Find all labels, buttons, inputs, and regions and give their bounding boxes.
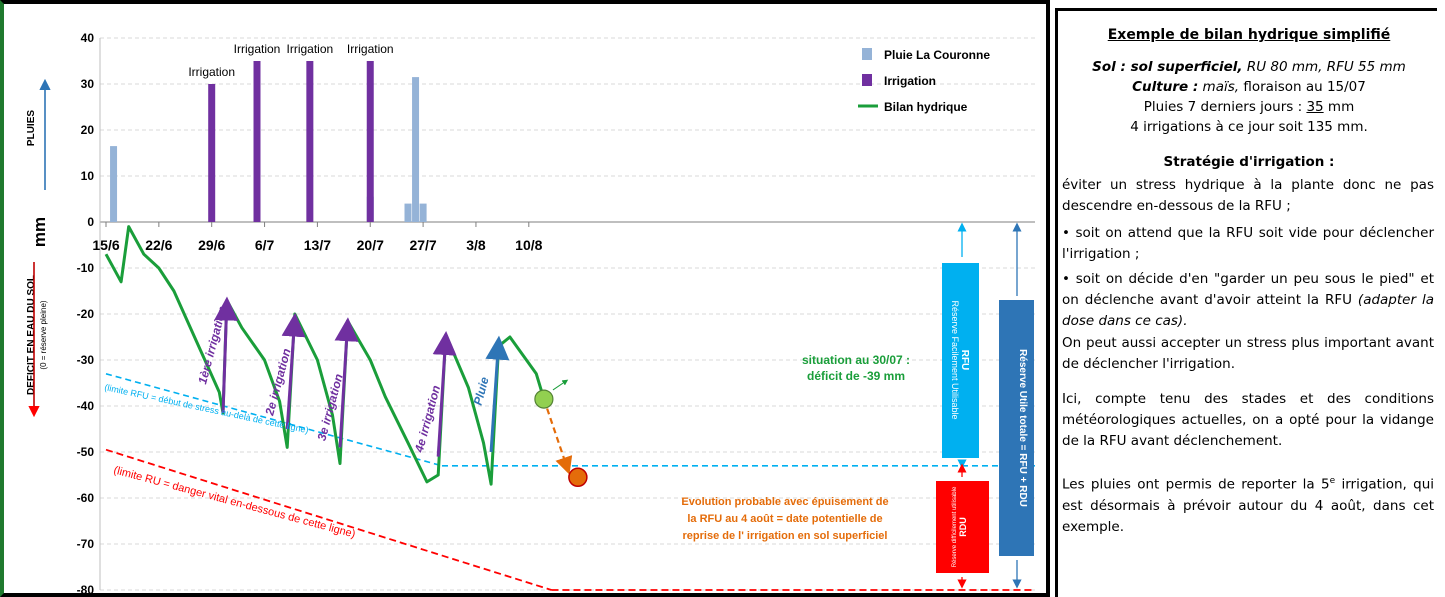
y-tick-label: 30: [81, 77, 95, 91]
y-tick-label: -50: [77, 445, 95, 459]
ru-limit-line: [105, 448, 552, 591]
x-tick-label: 29/6: [198, 237, 225, 253]
irrigation-bar: [208, 84, 216, 222]
postpone-a: Les pluies ont permis de reporter la 5: [1062, 476, 1330, 493]
ru-box: [999, 300, 1034, 556]
legend-swatch: [862, 48, 872, 60]
chart-frame: [0, 0, 1050, 597]
y-tick-label: 20: [81, 123, 95, 137]
y-tick-label: -80: [77, 583, 95, 597]
evolution-label: Evolution probable avec épuisement de: [681, 496, 888, 508]
rain-bar: [404, 203, 412, 222]
panel-title: Exemple de bilan hydrique simplifié: [1107, 27, 1391, 43]
projected-marker: [568, 467, 588, 488]
rdu-box: [936, 481, 989, 573]
y-tick-label: -40: [77, 399, 95, 413]
y-tick-label: -60: [77, 491, 95, 505]
irrigation-jump-arrow: [281, 312, 306, 430]
irrigation-bar-label: Irrigation: [234, 42, 281, 56]
strategy-bullet-1: • soit on attend que la RFU soit vide po…: [1062, 225, 1434, 262]
irrigation-bar: [366, 61, 374, 222]
water-balance-chart: 40 30 20 10 0 -10 -20 -30 -40 -50 -60 -70 -80 15/6 22/…: [26, 31, 1035, 597]
rain-suffix: mm: [1323, 99, 1355, 115]
crop-value: maïs,: [1198, 79, 1240, 95]
irrigation-jump-arrow: [334, 317, 359, 448]
postpone-sup: e: [1329, 476, 1336, 486]
soil-line: Sol : sol superficiel, RU 80 mm, RFU 55 …: [1058, 59, 1440, 75]
rdu-box-subtitle: Réserve difficilement utilisable: [952, 486, 958, 567]
rain-bar: [110, 146, 118, 222]
x-tick-label: 15/6: [92, 237, 119, 253]
y-label-bottom-sub: (0 = réserve pleine): [39, 300, 48, 369]
y-tick-label: -30: [77, 353, 95, 367]
situation-pointer: [552, 379, 569, 391]
context-text: Ici, compte tenu des stades et des condi…: [1062, 391, 1434, 449]
bullet-2-note: (adapter la dose dans ce cas).: [1062, 292, 1434, 329]
y-unit-label: mm: [30, 217, 49, 247]
situation-label: situation au 30/07 :: [802, 353, 910, 367]
irrigation-summary: 4 irrigations à ce jour soit 135 mm.: [1130, 119, 1368, 135]
y-tick-label: 10: [81, 169, 95, 183]
postpone-text: Les pluies ont permis de reporter la 5e …: [1062, 471, 1434, 538]
soil-label: Sol : sol superficiel,: [1092, 59, 1243, 75]
crop-line: Culture : maïs, floraison au 15/07: [1058, 79, 1440, 95]
rdu-box-title: RDU: [958, 517, 968, 537]
rain-value: 35: [1306, 99, 1324, 115]
y-tick-label: 40: [81, 31, 95, 45]
situation-marker: [534, 389, 554, 409]
x-tick-label: 22/6: [145, 237, 172, 253]
rfu-box-title: RFU: [959, 350, 970, 371]
evolution-label: la RFU au 4 août = date potentielle de: [687, 513, 882, 525]
irrigation-bar: [253, 61, 261, 222]
accept-stress-text: On peut aussi accepter un stress plus im…: [1062, 335, 1434, 372]
y-label-top: PLUIES: [26, 110, 37, 146]
irrigation-bar-label: Irrigation: [287, 42, 334, 56]
bullet-2-text: • soit on décide d'en "garder un peu sou…: [1062, 271, 1434, 308]
y-tick-label: -10: [77, 261, 95, 275]
strategy-bullet-2: • soit on décide d'en "garder un peu sou…: [1062, 269, 1434, 332]
ru-limit-label: (limite RU = danger vital en-dessous de …: [112, 464, 356, 540]
rfu-limit-line: [105, 373, 443, 467]
crop-rest: floraison au 15/07: [1239, 79, 1366, 95]
legend-label: Pluie La Couronne: [884, 48, 990, 62]
rfu-box-subtitle: Réserve Facilement Utilisable: [950, 300, 960, 419]
legend-swatch: [862, 74, 872, 86]
strategy-title: Stratégie d'irrigation :: [1163, 154, 1335, 170]
strategy-intro: éviter un stress hydrique à la plante do…: [1062, 177, 1434, 214]
x-tick-label: 6/7: [255, 237, 275, 253]
x-tick-label: 27/7: [409, 237, 436, 253]
y-tick-label: -70: [77, 537, 95, 551]
x-tick-label: 20/7: [357, 237, 384, 253]
crop-label: Culture :: [1132, 79, 1199, 95]
rain-prefix: Pluies 7 derniers jours :: [1143, 99, 1307, 115]
projection-arrow: [542, 398, 573, 475]
irrigation-bar: [306, 61, 314, 222]
evolution-label: reprise de l' irrigation en sol superfic…: [683, 530, 888, 542]
y-label-bottom: DEFICIT EN EAU DU SOL: [26, 275, 37, 395]
postpone-b: irrigation, qui est désormais à prévoir …: [1062, 476, 1434, 535]
y-tick-label: -20: [77, 307, 95, 321]
irrigation-jump-arrow: [432, 331, 457, 457]
bilan-hydrique-line: [104, 225, 546, 486]
legend-label: Irrigation: [884, 74, 936, 88]
situation-label: déficit de -39 mm: [807, 369, 905, 383]
irrigation-bar-label: Irrigation: [188, 65, 235, 79]
rain-line: Pluies 7 derniers jours : 35 mm: [1058, 99, 1440, 115]
strategy-panel: Exemple de bilan hydrique simplifié Sol …: [1055, 8, 1437, 597]
rain-annotation: Pluie: [471, 375, 492, 407]
rain-bar: [412, 77, 420, 222]
y-tick-label: 0: [87, 215, 94, 229]
rain-jump-arrow: [485, 335, 510, 453]
rain-bar: [419, 203, 427, 222]
rfu-box: [942, 263, 979, 458]
legend-label: Bilan hydrique: [884, 100, 968, 114]
ru-box-label: Réserve Utile totale = RFU + RDU: [1017, 349, 1028, 507]
irrigation-jump-arrow: [214, 296, 239, 413]
soil-values: RU 80 mm, RFU 55 mm: [1242, 59, 1406, 75]
irrigation-bar-label: Irrigation: [347, 42, 394, 56]
x-tick-label: 13/7: [304, 237, 331, 253]
x-tick-label: 10/8: [515, 237, 542, 253]
x-tick-label: 3/8: [466, 237, 486, 253]
